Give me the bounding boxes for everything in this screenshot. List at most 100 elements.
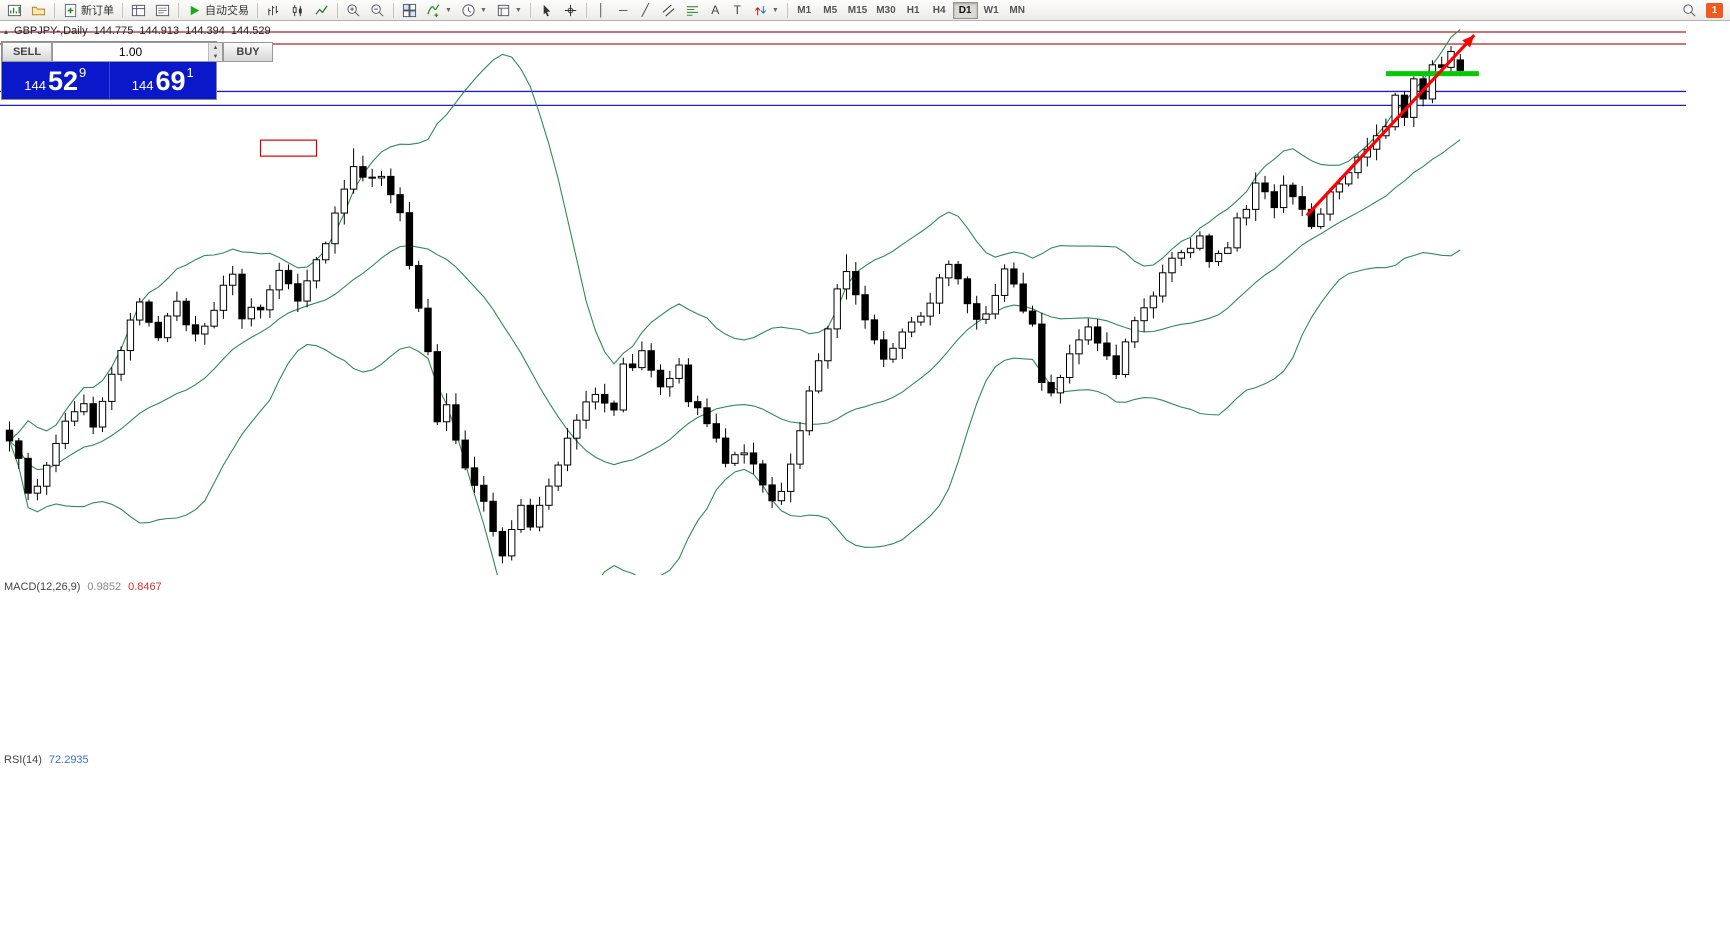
- new-order-label: 新订单: [81, 5, 114, 17]
- price-divider: [108, 62, 110, 99]
- sell-price-prefix: 144: [24, 77, 46, 93]
- cursor-button[interactable]: [535, 1, 558, 20]
- buy-price-panel[interactable]: 144 69 1: [110, 62, 217, 99]
- timeframe-h1-button[interactable]: H1: [901, 2, 926, 19]
- search-button[interactable]: [1678, 1, 1701, 20]
- periods-clock-icon: [462, 3, 475, 17]
- indicators-icon: [427, 3, 440, 17]
- vertical-line-button[interactable]: │: [591, 1, 612, 20]
- notification-badge[interactable]: 1: [1706, 2, 1723, 18]
- rsi-name: RSI(14): [4, 754, 42, 766]
- label-icon: T: [733, 3, 741, 17]
- chart-canvas[interactable]: [0, 21, 1730, 941]
- crosshair-icon: [564, 4, 576, 16]
- macd-value-signal: 0.8467: [128, 581, 162, 593]
- sell-order-button[interactable]: SELL: [2, 42, 52, 62]
- timeframe-mn-button[interactable]: MN: [1005, 2, 1030, 19]
- new-order-icon: [64, 3, 77, 17]
- bar-chart-button[interactable]: [262, 1, 285, 20]
- crosshair-button[interactable]: [559, 1, 582, 20]
- volume-increase-button[interactable]: ▲: [209, 43, 222, 52]
- timeframe-d1-button[interactable]: D1: [952, 1, 978, 19]
- toolbar-separator: [393, 2, 394, 18]
- bollinger-upper-band: [9, 28, 1461, 442]
- zoom-out-icon: [371, 3, 384, 16]
- autotrading-button[interactable]: 自动交易: [183, 1, 253, 20]
- market-watch-icon: [131, 4, 146, 16]
- ohlc-high: 144.913: [139, 25, 180, 37]
- new-order-button[interactable]: 新订单: [59, 1, 118, 20]
- tile-windows-button[interactable]: [398, 1, 421, 20]
- horizontal-line-button[interactable]: ─: [613, 1, 634, 20]
- candlestick-chart-button[interactable]: [286, 1, 309, 20]
- zoom-in-button[interactable]: [342, 1, 365, 20]
- label-button[interactable]: T: [727, 1, 748, 20]
- chart-window-icon: [7, 4, 22, 16]
- ohlc-open: 144.775: [93, 25, 134, 37]
- trendline-icon: ╱: [641, 3, 649, 17]
- bollinger-lower-band: [8, 249, 1461, 575]
- timeframe-h4-button[interactable]: H4: [927, 2, 952, 19]
- rsi-value: 72.2935: [48, 754, 89, 766]
- data-window-icon: [155, 4, 170, 16]
- buy-order-button[interactable]: BUY: [223, 42, 273, 62]
- profiles-icon: [31, 6, 46, 15]
- toolbar-separator: [257, 2, 258, 18]
- line-chart-button[interactable]: [310, 1, 333, 20]
- timeframe-m5-button[interactable]: M5: [818, 2, 843, 19]
- timeframe-m15-button[interactable]: M15: [844, 2, 871, 19]
- toolbar-separator: [54, 2, 55, 18]
- autotrading-play-icon: [190, 5, 200, 15]
- chart-symbol-title: GBPJPY-,Daily: [14, 25, 88, 37]
- sell-price-panel[interactable]: 144 52 9: [2, 62, 109, 99]
- sell-price-main: 52: [47, 66, 78, 97]
- toolbar-separator: [122, 2, 123, 18]
- dropdown-caret-icon: ▼: [514, 6, 522, 14]
- text-icon: A: [711, 3, 720, 17]
- volume-spinner: ▲ ▼: [208, 43, 222, 61]
- trend-arrow[interactable]: [1305, 34, 1476, 217]
- timeframe-m1-button[interactable]: M1: [792, 2, 817, 19]
- timeframe-m30-button[interactable]: M30: [872, 2, 899, 19]
- arrows-button[interactable]: ▼: [749, 1, 783, 20]
- vertical-line-icon: │: [597, 3, 606, 17]
- fibonacci-button[interactable]: [681, 1, 704, 20]
- templates-button[interactable]: ▼: [492, 1, 526, 20]
- volume-box: ▲ ▼: [52, 42, 223, 62]
- chart-region: ▴ GBPJPY-,Daily 144.775 144.913 144.394 …: [0, 21, 1730, 941]
- one-click-collapse-arrow[interactable]: ▴: [4, 26, 9, 36]
- bar-chart-icon: [268, 5, 279, 15]
- main-price-panel[interactable]: [0, 28, 1686, 660]
- main-toolbar: 新订单 自动交易 ▼ ▼ ▼: [0, 0, 1730, 21]
- open-chart-window-button[interactable]: [3, 1, 26, 20]
- price-label[interactable]: [259, 139, 318, 157]
- timeframe-w1-button[interactable]: W1: [979, 2, 1004, 19]
- sell-price-pip: 9: [79, 65, 87, 80]
- zoom-out-button[interactable]: [366, 1, 389, 20]
- volume-decrease-button[interactable]: ▼: [209, 52, 222, 61]
- volume-input[interactable]: [53, 43, 208, 61]
- tile-windows-icon: [402, 3, 417, 17]
- templates-icon: [497, 4, 509, 16]
- channel-button[interactable]: [657, 1, 680, 20]
- buy-price-pip: 1: [186, 65, 194, 80]
- macd-label: MACD(12,26,9) 0.9852 0.8467: [4, 581, 162, 593]
- trendline-button[interactable]: ╱: [635, 1, 656, 20]
- text-button[interactable]: A: [705, 1, 726, 20]
- timeframe-group: M1 M5 M15 M30 H1 H4 D1 W1 MN: [792, 1, 1030, 19]
- fibonacci-icon: [686, 5, 698, 16]
- toolbar-separator: [786, 2, 788, 18]
- indicators-button[interactable]: ▼: [422, 1, 456, 20]
- zoom-in-icon: [347, 3, 360, 16]
- ohlc-close: 144.529: [230, 25, 271, 37]
- arrows-icon: [754, 5, 766, 15]
- data-window-button[interactable]: [151, 1, 174, 20]
- profiles-button[interactable]: [27, 1, 50, 20]
- candlesticks: [5, 46, 1464, 564]
- periods-button[interactable]: ▼: [457, 1, 491, 20]
- ohlc-low: 144.394: [185, 25, 225, 37]
- dropdown-caret-icon: ▼: [479, 6, 487, 14]
- toolbar-separator: [529, 2, 531, 18]
- channel-icon: [662, 4, 675, 16]
- market-watch-button[interactable]: [127, 1, 150, 20]
